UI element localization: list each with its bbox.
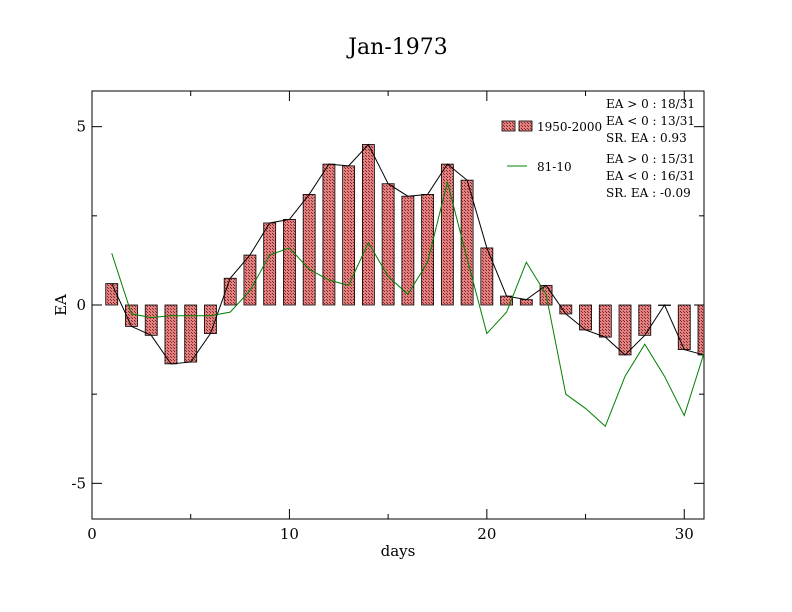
line-1950-2000 bbox=[111, 143, 705, 365]
legend-stat-6: SR. EA : -0.09 bbox=[606, 186, 691, 200]
legend-stat-2: EA < 0 : 13/31 bbox=[606, 114, 695, 128]
legend-label-81-10: 81-10 bbox=[537, 160, 572, 174]
axis-ticks: 0 10 20 30 -5 0 5 bbox=[71, 91, 704, 543]
legend-swatch-1950-2000-b bbox=[518, 120, 533, 132]
bar bbox=[164, 304, 178, 365]
bar bbox=[697, 304, 705, 356]
bar bbox=[105, 283, 119, 306]
y-axis-label: EA bbox=[52, 294, 70, 316]
bar bbox=[184, 304, 198, 363]
bar bbox=[223, 277, 237, 306]
bar bbox=[361, 144, 375, 306]
bar bbox=[421, 194, 435, 306]
legend-stat-5: EA < 0 : 16/31 bbox=[606, 169, 695, 183]
bar bbox=[618, 304, 632, 356]
x-tick-label: 30 bbox=[675, 525, 694, 543]
x-tick-label: 10 bbox=[280, 525, 299, 543]
bar bbox=[322, 163, 336, 306]
bar bbox=[519, 299, 533, 306]
legend-stat-4: EA > 0 : 15/31 bbox=[606, 152, 695, 166]
bar bbox=[144, 304, 158, 336]
bar bbox=[677, 304, 691, 350]
x-tick-label: 0 bbox=[87, 525, 97, 543]
bar bbox=[125, 304, 138, 327]
line-81-10 bbox=[111, 181, 705, 428]
legend-stat-3: SR. EA : 0.93 bbox=[606, 131, 687, 145]
chart-title: Jan-1973 bbox=[346, 35, 448, 60]
bar bbox=[401, 195, 415, 306]
bar bbox=[283, 218, 296, 306]
bar bbox=[440, 163, 454, 306]
bar bbox=[204, 304, 217, 334]
legend-stat-1: EA > 0 : 18/31 bbox=[606, 97, 695, 111]
y-tick-label: -5 bbox=[71, 474, 86, 492]
x-tick-label: 20 bbox=[477, 525, 496, 543]
bar bbox=[638, 304, 652, 336]
bar bbox=[559, 304, 573, 315]
y-tick-label: 0 bbox=[76, 296, 86, 314]
bar bbox=[381, 183, 395, 306]
legend-label-1950-2000: 1950-2000 bbox=[537, 120, 602, 134]
bar bbox=[243, 254, 257, 306]
bar bbox=[598, 304, 612, 338]
x-axis-label: days bbox=[381, 542, 416, 560]
bar bbox=[302, 194, 316, 306]
legend-swatch-1950-2000 bbox=[501, 120, 516, 132]
series-lines bbox=[111, 143, 705, 428]
bar bbox=[263, 222, 277, 306]
y-tick-label: 5 bbox=[76, 118, 86, 136]
bar bbox=[480, 247, 494, 306]
legend: 1950-2000 EA > 0 : 18/31 EA < 0 : 13/31 … bbox=[501, 97, 695, 200]
